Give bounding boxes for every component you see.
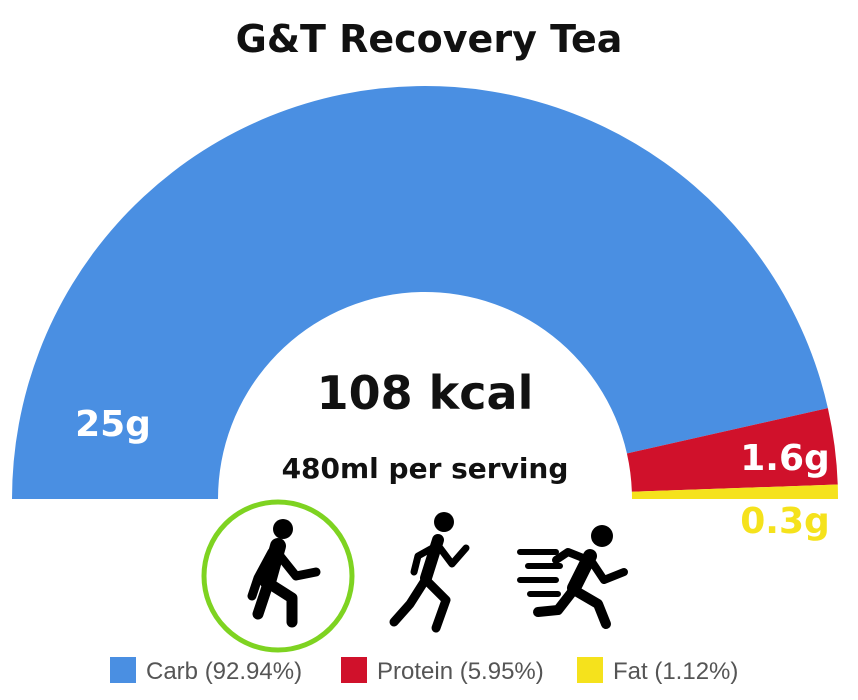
value-label-protein: 1.6g (740, 438, 830, 479)
sprinting-icon (517, 525, 628, 629)
value-label-carb: 25g (75, 404, 151, 445)
value-label-fat: 0.3g (740, 501, 830, 542)
legend-swatch-protein (341, 657, 367, 683)
legend-swatch-fat (577, 657, 603, 683)
center-serving: 480ml per serving (282, 452, 569, 485)
semi-donut-chart (11, 85, 838, 499)
legend: Carb (92.94%) Protein (5.95%) Fat (1.12%) (110, 657, 738, 685)
legend-label-carb: Carb (92.94%) (146, 658, 302, 685)
activity-jogging[interactable] (389, 512, 470, 633)
value-labels: 25g 1.6g 0.3g (75, 404, 830, 542)
slice-fat (631, 484, 838, 499)
legend-label-protein: Protein (5.95%) (377, 658, 544, 685)
legend-swatch-carb (110, 657, 136, 683)
activity-sprinting[interactable] (517, 525, 628, 629)
slice-protein (626, 408, 838, 492)
activity-walking[interactable] (201, 499, 355, 653)
center-kcal: 108 kcal (317, 366, 534, 420)
selected-ring (201, 499, 355, 653)
legend-label-fat: Fat (1.12%) (613, 658, 738, 685)
slice-carb (11, 85, 828, 499)
chart-title: G&T Recovery Tea (236, 17, 623, 61)
jogging-icon (389, 512, 470, 633)
walking-icon (247, 519, 321, 628)
